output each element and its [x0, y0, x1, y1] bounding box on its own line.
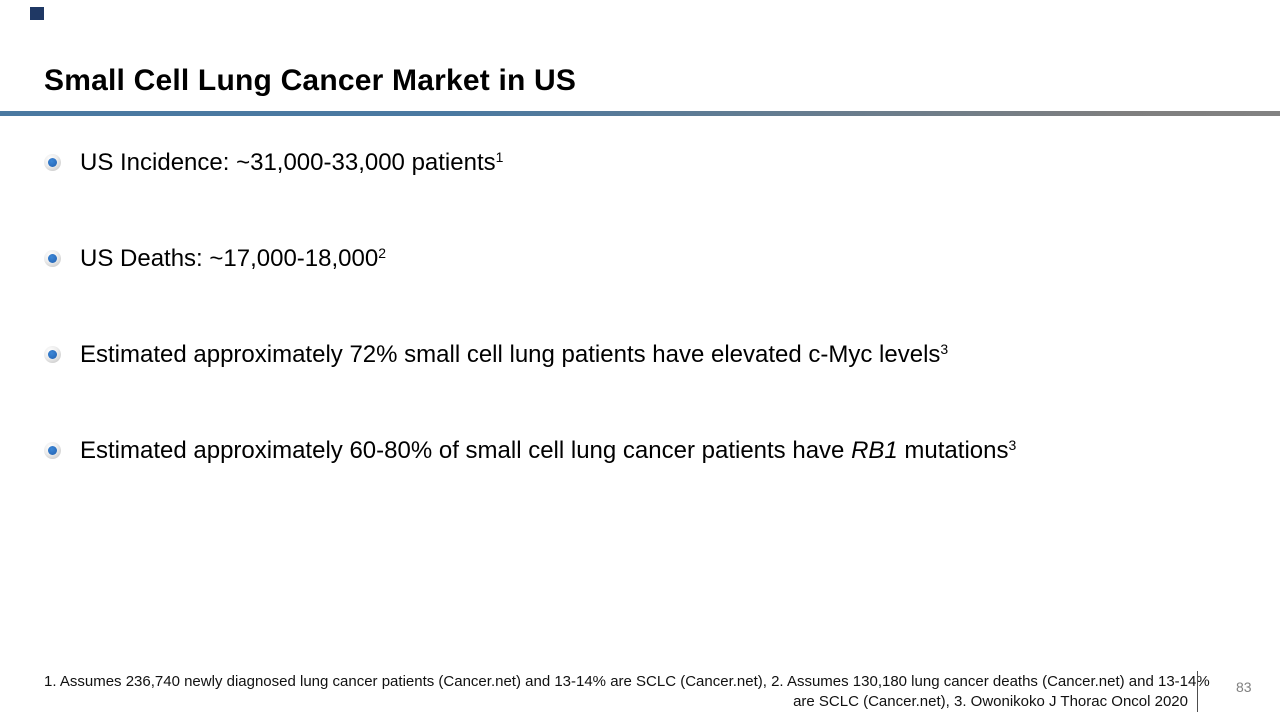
bullet-dot-icon [48, 254, 57, 263]
footnote-line-2: are SCLC (Cancer.net), 3. Owonikoko J Th… [793, 693, 1188, 710]
bullet-text: Estimated approximately 72% small cell l… [80, 340, 948, 369]
bullet-item: Estimated approximately 72% small cell l… [44, 340, 948, 369]
bullet-text-main: Estimated approximately 72% small cell l… [80, 341, 941, 368]
footnotes: 1. Assumes 236,740 newly diagnosed lung … [44, 672, 1210, 712]
title-divider [0, 111, 1280, 116]
bullet-icon [44, 442, 61, 459]
bullet-dot-icon [48, 158, 57, 167]
bullet-item: US Incidence: ~31,000-33,000 patients1 [44, 148, 503, 177]
bullet-text: Estimated approximately 60-80% of small … [80, 436, 1016, 465]
bullet-superscript: 2 [378, 245, 387, 261]
bullet-item: Estimated approximately 60-80% of small … [44, 436, 1016, 465]
bullet-icon [44, 154, 61, 171]
page-number: 83 [1236, 679, 1252, 695]
slide-accent-square [30, 7, 44, 20]
bullet-icon [44, 346, 61, 363]
bullet-text-main: US Deaths: ~17,000-18,000 [80, 245, 379, 272]
slide-title: Small Cell Lung Cancer Market in US [44, 64, 577, 97]
bullet-text: US Incidence: ~31,000-33,000 patients1 [80, 148, 503, 177]
bullet-text-main: US Incidence: ~31,000-33,000 patients [80, 149, 496, 176]
footnote-line-1: 1. Assumes 236,740 newly diagnosed lung … [44, 673, 1210, 690]
bullet-text-post: mutations [897, 437, 1009, 464]
bullet-text-italic: RB1 [851, 437, 898, 464]
bullet-dot-icon [48, 446, 57, 455]
bullet-text: US Deaths: ~17,000-18,0002 [80, 244, 386, 273]
bullet-dot-icon [48, 350, 57, 359]
footer-divider [1197, 671, 1198, 712]
bullet-superscript: 3 [1008, 437, 1017, 453]
bullet-icon [44, 250, 61, 267]
bullet-text-main: Estimated approximately 60-80% of small … [80, 437, 852, 464]
bullet-superscript: 1 [495, 149, 504, 165]
bullet-item: US Deaths: ~17,000-18,0002 [44, 244, 386, 273]
bullet-superscript: 3 [940, 341, 949, 357]
